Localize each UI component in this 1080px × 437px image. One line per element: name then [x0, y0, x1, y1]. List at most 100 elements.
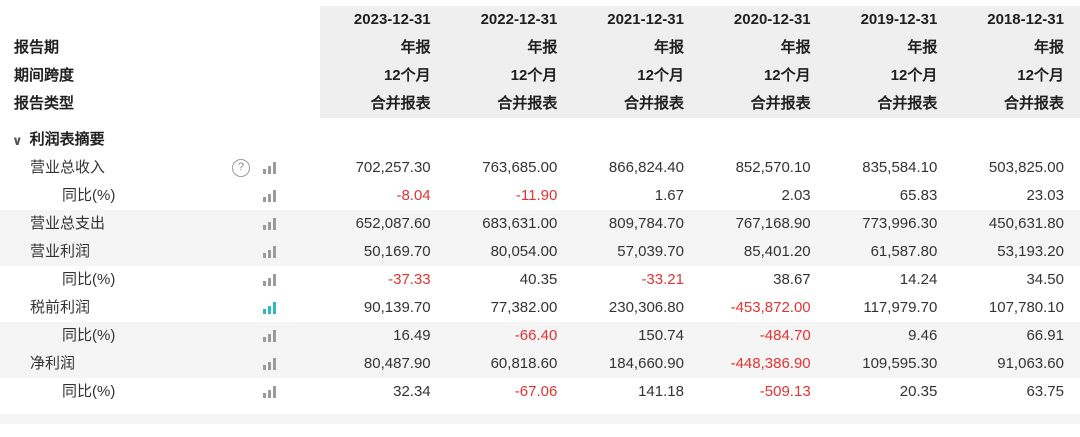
- value-cell: 40.35: [519, 271, 558, 288]
- row-label: 同比(%): [62, 187, 116, 204]
- data-row: 税前利润 90,139.70 77,382.00 230,306.80 -453,872…: [0, 294, 1080, 322]
- value-cell: 63.75: [1026, 383, 1064, 400]
- value-cell: -453,872.00: [730, 299, 811, 316]
- value-cell: 61,587.80: [870, 243, 938, 260]
- meta-row: 报告类型 合并报表 合并报表 合并报表 合并报表 合并报表 合并报表: [0, 90, 1080, 118]
- row-icons: [263, 358, 276, 370]
- meta-value: 合并报表: [446, 90, 574, 118]
- row-icons: [263, 330, 276, 342]
- meta-row: 报告期 年报 年报 年报 年报 年报 年报: [0, 34, 1080, 62]
- help-icon[interactable]: ?: [232, 159, 250, 177]
- value-cell: 20.35: [899, 383, 938, 400]
- meta-value: 合并报表: [953, 90, 1080, 118]
- bar-chart-icon[interactable]: [263, 302, 276, 314]
- value-cell: 141.18: [638, 383, 684, 400]
- value-cell: 2.03: [781, 187, 811, 204]
- row-icons: [263, 386, 276, 398]
- value-cell: 9.46: [908, 327, 938, 344]
- row-label: 同比(%): [62, 271, 116, 288]
- next-row-partial: [0, 414, 1080, 424]
- value-cell: 150.74: [638, 327, 684, 344]
- meta-value: 年报: [446, 34, 574, 62]
- column-header: 2018-12-31: [953, 6, 1080, 34]
- value-cell: 767,168.90: [735, 215, 811, 232]
- column-header: 2019-12-31: [826, 6, 954, 34]
- meta-value: 年报: [699, 34, 827, 62]
- value-cell: 77,382.00: [490, 299, 558, 316]
- income-statement-table: 2023-12-31 2022-12-31 2021-12-31 2020-12-31…: [0, 6, 1080, 406]
- value-cell: -37.33: [388, 271, 431, 288]
- section-title-cell: ∨ 利润表摘要: [0, 126, 320, 154]
- section-title: 利润表摘要: [29, 131, 105, 148]
- row-label-cell: 同比(%): [0, 266, 320, 294]
- data-row: 同比(%) 32.34 -67.06 141.18 -509.13 20.35 63.75: [0, 378, 1080, 406]
- row-label: 净利润: [30, 355, 76, 372]
- value-cell: -448,386.90: [730, 355, 811, 372]
- row-icons: [263, 246, 276, 258]
- row-icons: [263, 218, 276, 230]
- value-cell: 34.50: [1026, 271, 1064, 288]
- column-header: 2020-12-31: [699, 6, 827, 34]
- row-label: 报告期: [14, 39, 60, 56]
- value-cell: 80,487.90: [363, 355, 431, 372]
- row-label: 同比(%): [62, 383, 116, 400]
- empty-cell: [700, 126, 827, 154]
- bar-chart-icon[interactable]: [263, 330, 276, 342]
- value-cell: -8.04: [396, 187, 431, 204]
- meta-value: 12个月: [573, 62, 700, 90]
- data-row: 营业总支出 652,087.60 683,631.00 809,784.70 767,1…: [0, 210, 1080, 238]
- value-cell: 65.83: [899, 187, 938, 204]
- column-header: 2023-12-31: [320, 6, 447, 34]
- data-row: 同比(%) -37.33 40.35 -33.21 38.67 14.24 34.50: [0, 266, 1080, 294]
- data-row: 营业总收入? 702,257.30 763,685.00 866,824.40 852,…: [0, 154, 1080, 182]
- meta-value: 合并报表: [826, 90, 954, 118]
- row-label: 营业总支出: [30, 215, 106, 232]
- value-cell: 80,054.00: [490, 243, 558, 260]
- empty-cell: [953, 126, 1080, 154]
- meta-value: 12个月: [699, 62, 827, 90]
- bar-chart-icon[interactable]: [263, 218, 276, 230]
- row-icons: ?: [232, 159, 276, 177]
- value-cell: 503,825.00: [988, 159, 1064, 176]
- row-label: 税前利润: [30, 299, 91, 316]
- column-header: 2022-12-31: [446, 6, 574, 34]
- value-cell: 66.91: [1026, 327, 1064, 344]
- row-label-cell: 营业总支出: [0, 210, 320, 238]
- bar-chart-icon[interactable]: [263, 386, 276, 398]
- meta-value: 年报: [573, 34, 700, 62]
- meta-value: 年报: [320, 34, 447, 62]
- value-cell: 107,780.10: [988, 299, 1064, 316]
- value-cell: 683,631.00: [482, 215, 558, 232]
- row-label: 营业利润: [30, 243, 91, 260]
- value-cell: 53,193.20: [997, 243, 1064, 260]
- bar-chart-icon[interactable]: [263, 162, 276, 174]
- row-label: 营业总收入: [30, 159, 106, 176]
- value-cell: -66.40: [514, 327, 558, 344]
- row-icons: [263, 190, 276, 202]
- value-cell: 773,996.30: [862, 215, 938, 232]
- row-label-cell: 营业总收入?: [0, 154, 320, 182]
- data-row: 同比(%) 16.49 -66.40 150.74 -484.70 9.46 66.91: [0, 322, 1080, 350]
- bar-chart-icon[interactable]: [263, 274, 276, 286]
- value-cell: 184,660.90: [608, 355, 684, 372]
- chevron-down-icon[interactable]: ∨: [12, 132, 23, 148]
- value-cell: 50,169.70: [363, 243, 431, 260]
- row-icons: [263, 274, 276, 286]
- meta-row: 期间跨度 12个月 12个月 12个月 12个月 12个月 12个月: [0, 62, 1080, 90]
- section-row[interactable]: ∨ 利润表摘要: [0, 126, 1080, 154]
- bar-chart-icon[interactable]: [263, 246, 276, 258]
- value-cell: -509.13: [759, 383, 811, 400]
- value-cell: 450,631.80: [988, 215, 1064, 232]
- bar-chart-icon[interactable]: [263, 358, 276, 370]
- value-cell: 57,039.70: [617, 243, 684, 260]
- value-cell: 109,595.30: [862, 355, 938, 372]
- value-cell: 23.03: [1026, 187, 1064, 204]
- value-cell: 652,087.60: [355, 215, 431, 232]
- value-cell: 702,257.30: [355, 159, 431, 176]
- row-icons: [263, 302, 276, 314]
- data-row: 净利润 80,487.90 60,818.60 184,660.90 -448,386.…: [0, 350, 1080, 378]
- meta-value: 合并报表: [573, 90, 700, 118]
- bar-chart-icon[interactable]: [263, 190, 276, 202]
- value-cell: -33.21: [641, 271, 684, 288]
